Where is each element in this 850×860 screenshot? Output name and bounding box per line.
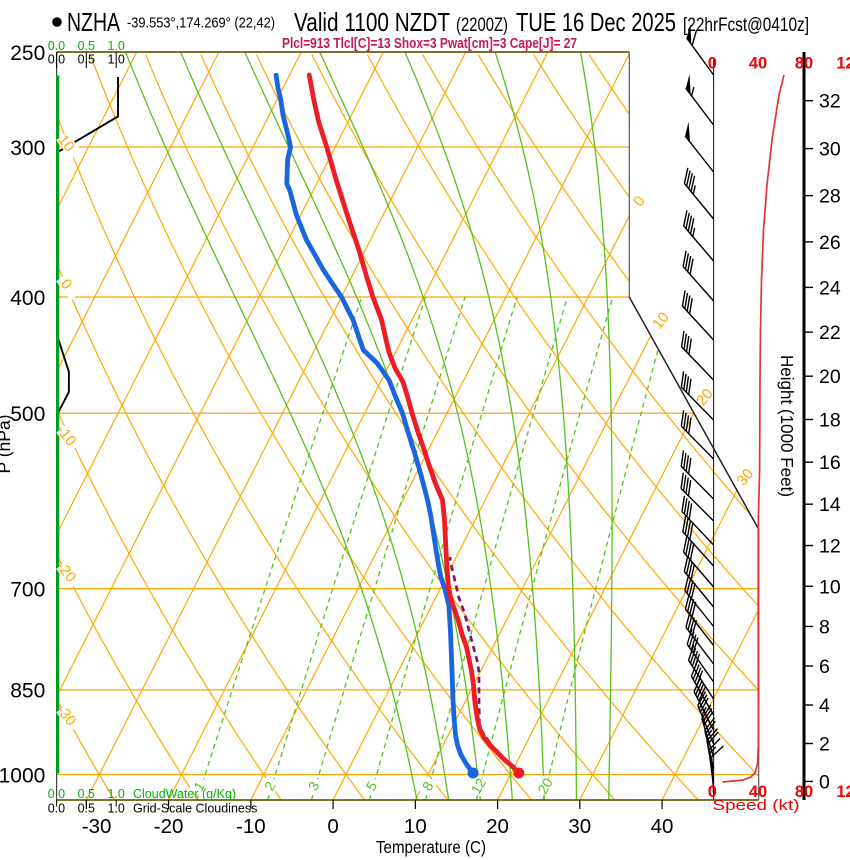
svg-text:0: 0	[327, 815, 338, 838]
svg-text:20: 20	[819, 366, 841, 388]
svg-text:22: 22	[819, 322, 841, 344]
svg-text:1.0: 1.0	[108, 801, 125, 815]
svg-text:12: 12	[467, 775, 489, 797]
svg-text:24: 24	[819, 277, 841, 299]
svg-text:40: 40	[749, 783, 767, 801]
svg-text:1.0: 1.0	[108, 39, 125, 53]
svg-text:4: 4	[819, 695, 830, 717]
svg-text:18: 18	[819, 410, 841, 432]
svg-text:6: 6	[819, 656, 830, 678]
svg-text:0: 0	[819, 771, 830, 793]
svg-text:0.5: 0.5	[78, 801, 95, 815]
svg-text:0.0: 0.0	[48, 53, 65, 67]
svg-text:12: 12	[836, 783, 850, 801]
svg-text:0.0: 0.0	[48, 39, 65, 53]
svg-text:Speed (kt): Speed (kt)	[713, 798, 800, 814]
svg-text:80: 80	[795, 55, 813, 73]
svg-text:28: 28	[819, 186, 841, 208]
svg-text:16: 16	[819, 452, 841, 474]
svg-text:P (hPa): P (hPa)	[0, 414, 14, 473]
svg-text:12: 12	[836, 55, 850, 73]
svg-text:250: 250	[10, 42, 45, 65]
svg-text:30: 30	[568, 815, 591, 838]
svg-text:80: 80	[795, 783, 813, 801]
svg-text:CloudWater (g/Kg): CloudWater (g/Kg)	[133, 787, 236, 801]
svg-text:500: 500	[10, 403, 45, 426]
svg-text:0.0: 0.0	[48, 801, 65, 815]
svg-text:32: 32	[819, 91, 841, 113]
svg-text:26: 26	[819, 232, 841, 254]
svg-text:8: 8	[819, 616, 830, 638]
svg-text:40: 40	[749, 55, 767, 73]
svg-text:700: 700	[10, 579, 45, 602]
svg-text:NZHA: NZHA	[67, 7, 120, 37]
svg-text:-20: -20	[154, 815, 184, 838]
svg-text:[22hrFcst@0410z]: [22hrFcst@0410z]	[683, 15, 809, 36]
svg-text:300: 300	[10, 137, 45, 160]
svg-text:-30: -30	[82, 815, 112, 838]
svg-text:12: 12	[819, 536, 841, 558]
svg-text:(2200Z): (2200Z)	[456, 15, 508, 36]
svg-text:Valid 1100 NZDT: Valid 1100 NZDT	[294, 7, 450, 37]
svg-text:Grid-Scale Cloudiness: Grid-Scale Cloudiness	[133, 801, 257, 815]
svg-text:0.5: 0.5	[78, 53, 95, 67]
svg-text:20: 20	[534, 775, 556, 797]
svg-text:-39.553°,174.269° (22,42): -39.553°,174.269° (22,42)	[127, 15, 275, 32]
svg-text:30: 30	[734, 465, 758, 489]
svg-text:0: 0	[708, 55, 717, 73]
svg-text:10: 10	[54, 131, 78, 155]
svg-text:1000: 1000	[0, 764, 45, 787]
svg-text:30: 30	[819, 139, 841, 161]
svg-text:0: 0	[708, 783, 717, 801]
svg-text:20: 20	[693, 385, 717, 409]
svg-text:850: 850	[10, 680, 45, 703]
svg-text:1.0: 1.0	[108, 53, 125, 67]
svg-text:Plcl=913 Tlcl[C]=13 Shox=3 Pwa: Plcl=913 Tlcl[C]=13 Shox=3 Pwat[cm]=3 Ca…	[282, 36, 577, 52]
svg-text:400: 400	[10, 287, 45, 310]
svg-text:Height (1000 Feet): Height (1000 Feet)	[777, 355, 797, 497]
svg-text:1.0: 1.0	[108, 787, 125, 801]
svg-text:0.5: 0.5	[78, 787, 95, 801]
svg-text:40: 40	[651, 815, 674, 838]
svg-text:Temperature (C): Temperature (C)	[376, 837, 486, 857]
svg-text:-10: -10	[236, 815, 266, 838]
svg-text:10: 10	[649, 309, 673, 333]
svg-text:TUE 16 Dec 2025: TUE 16 Dec 2025	[516, 7, 676, 37]
svg-text:20: 20	[486, 815, 509, 838]
svg-text:0.0: 0.0	[48, 787, 65, 801]
svg-text:10: 10	[404, 815, 427, 838]
svg-text:14: 14	[819, 494, 841, 516]
svg-text:10: 10	[819, 576, 841, 598]
svg-text:2: 2	[819, 734, 830, 756]
svg-text:0.5: 0.5	[78, 39, 95, 53]
